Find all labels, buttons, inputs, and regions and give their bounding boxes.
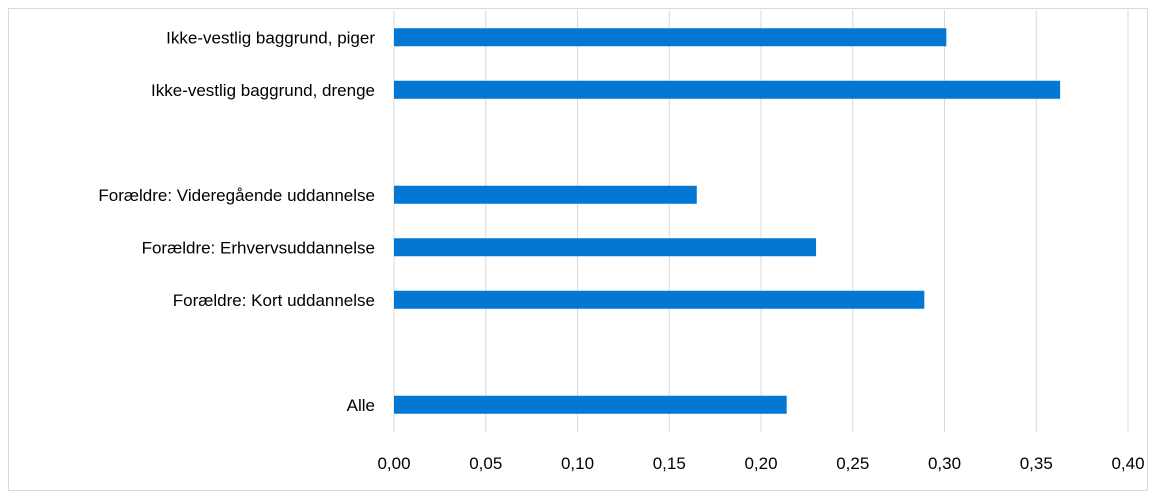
category-label: Ikke-vestlig baggrund, drenge — [151, 81, 375, 100]
x-tick-label: 0,20 — [744, 454, 777, 473]
x-tick-label: 0,35 — [1020, 454, 1053, 473]
category-label: Ikke-vestlig baggrund, piger — [166, 28, 375, 47]
x-tick-label: 0,25 — [836, 454, 869, 473]
bar — [394, 28, 947, 47]
bar — [394, 290, 925, 309]
x-tick-label: 0,15 — [653, 454, 686, 473]
bar — [394, 238, 817, 257]
x-tick-label: 0,30 — [928, 454, 961, 473]
category-label: Alle — [347, 396, 375, 415]
x-tick-label: 0,40 — [1111, 454, 1144, 473]
x-tick-labels: 0,00 0,05 0,10 0,15 0,20 0,25 0,30 0,35 0,40 — [377, 454, 1144, 473]
bar — [394, 395, 787, 414]
x-tick-label: 0,10 — [561, 454, 594, 473]
bar — [394, 185, 697, 204]
x-tick-label: 0,05 — [469, 454, 502, 473]
category-labels: Ikke-vestlig baggrund, piger Ikke-vestlig… — [98, 28, 375, 415]
category-label: Forældre: Kort uddannelse — [173, 291, 375, 310]
gridlines — [393, 10, 1129, 432]
bars — [394, 28, 1061, 414]
category-label: Forældre: Erhvervsuddannelse — [142, 238, 375, 257]
x-tick-label: 0,00 — [377, 454, 410, 473]
category-label: Forældre: Videregående uddannelse — [98, 186, 375, 205]
bar — [394, 80, 1061, 99]
